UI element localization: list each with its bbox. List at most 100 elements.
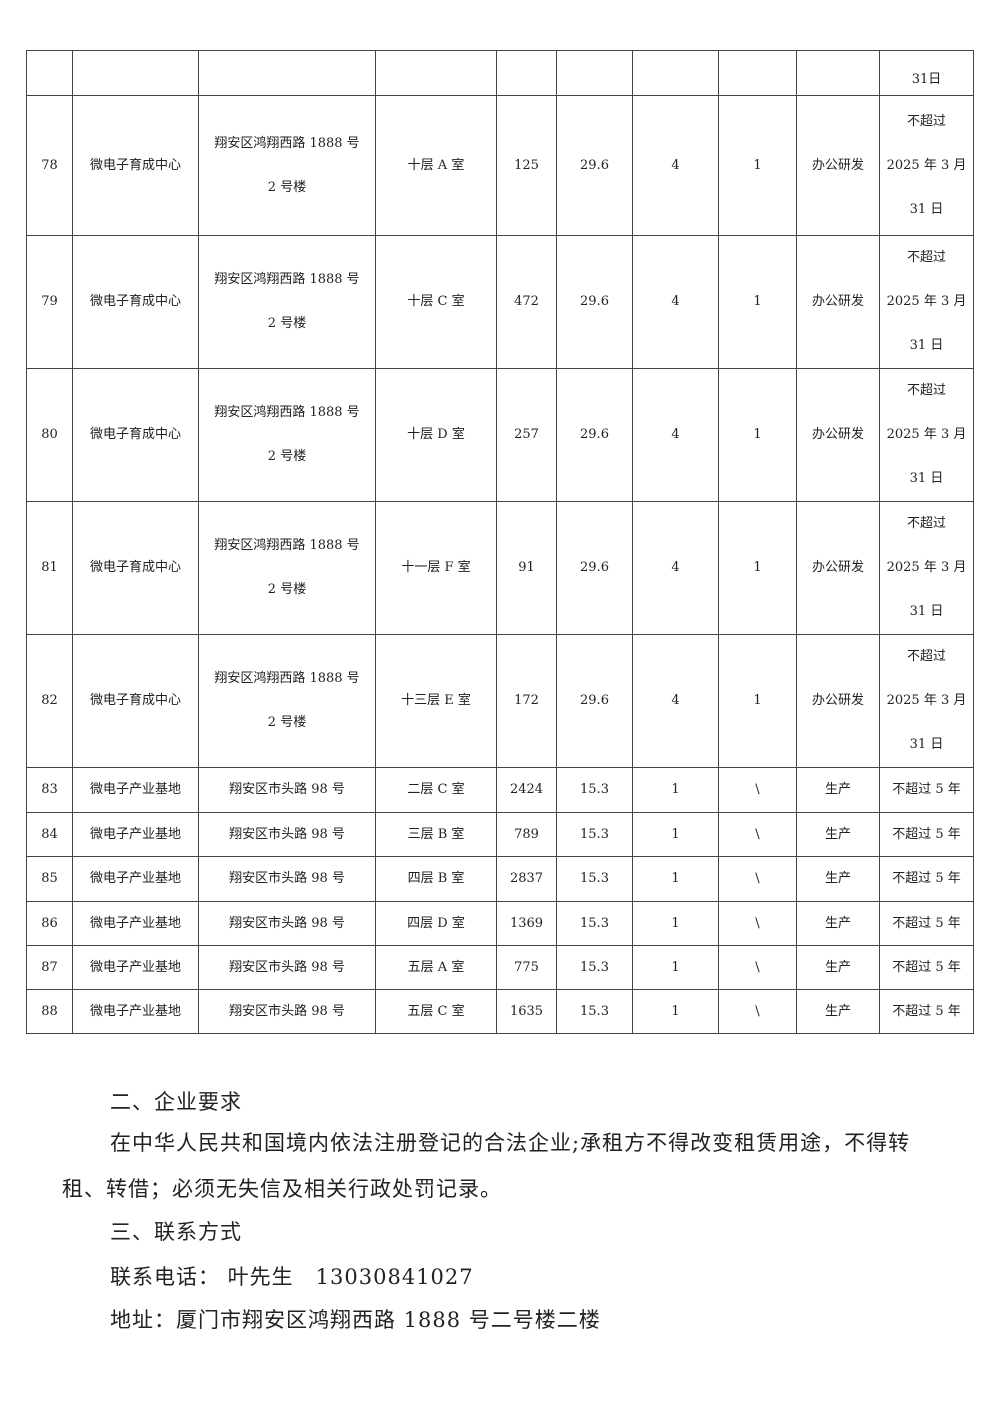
use-cell: 生产 — [796, 812, 880, 857]
addr-cell: 翔安区市头路 98 号 — [198, 989, 376, 1034]
name-cell: 微电子育成中心 — [72, 235, 199, 369]
room-cell: 十三层 E 室 — [375, 634, 497, 768]
use-cell: 办公研发 — [796, 501, 880, 635]
name-cell: 微电子产业基地 — [72, 767, 199, 813]
name-cell: 微电子产业基地 — [72, 945, 199, 990]
addr1-text: 翔安区鸿翔西路 1888 号 — [214, 671, 360, 686]
p1-text: 不超过 — [906, 250, 946, 265]
name-cell: 微电子产业基地 — [72, 856, 199, 902]
address-cell: 翔安区鸿翔西路 1888 号 2 号楼 — [198, 95, 376, 236]
period-cell: 不超过 5 年 — [879, 856, 974, 902]
c1-cell: 1 — [632, 901, 719, 946]
period-cell: 不超过 2025 年 3 月 31 日 — [879, 368, 974, 502]
section-heading: 二、企业要求 — [110, 1090, 242, 1114]
c1-cell: 1 — [632, 856, 719, 902]
p2-text: 2025 年 3 月 — [886, 693, 967, 708]
no-cell: 81 — [26, 501, 73, 635]
addr1-text: 翔安区鸿翔西路 1888 号 — [214, 405, 360, 420]
name-cell: 微电子育成中心 — [72, 368, 199, 502]
use-cell: 生产 — [796, 767, 880, 813]
price-cell: 15.3 — [556, 901, 633, 946]
area-cell: 1635 — [496, 989, 557, 1034]
period-cell: 31日 — [879, 50, 974, 96]
c2-cell: \ — [718, 767, 797, 813]
c2-cell: \ — [718, 989, 797, 1034]
c2-cell: 1 — [718, 368, 797, 502]
c1-cell: 4 — [632, 501, 719, 635]
room-cell: 五层 C 室 — [375, 989, 497, 1034]
name-cell: 微电子育成中心 — [72, 95, 199, 236]
c1-cell: 4 — [632, 368, 719, 502]
name-cell: 微电子产业基地 — [72, 901, 199, 946]
addr-cell: 翔安区市头路 98 号 — [198, 767, 376, 813]
c1-cell: 1 — [632, 812, 719, 857]
addr-cell: 翔安区市头路 98 号 — [198, 856, 376, 902]
price-cell: 29.6 — [556, 235, 633, 369]
area-cell: 125 — [496, 95, 557, 236]
price-cell: 29.6 — [556, 368, 633, 502]
period-cell: 不超过 2025 年 3 月 31 日 — [879, 235, 974, 369]
address-cell: 翔安区鸿翔西路 1888 号 2 号楼 — [198, 634, 376, 768]
price-cell: 15.3 — [556, 812, 633, 857]
c1-cell: 4 — [632, 95, 719, 236]
no-cell: 86 — [26, 901, 73, 946]
c2-cell: \ — [718, 812, 797, 857]
area-cell: 257 — [496, 368, 557, 502]
addr2-text: 2 号楼 — [267, 582, 307, 597]
p3-text: 31 日 — [909, 471, 944, 486]
p2-text: 2025 年 3 月 — [886, 157, 967, 173]
c1-cell: 1 — [632, 767, 719, 813]
period-cell: 不超过 2025 年 3 月 31 日 — [879, 95, 974, 236]
area-cell: 1369 — [496, 901, 557, 946]
table-row: 82 微电子育成中心 翔安区鸿翔西路 1888 号 2 号楼 十三层 E 室 172 29.… — [26, 634, 974, 768]
name-cell: 微电子育成中心 — [72, 634, 199, 768]
area-cell: 472 — [496, 235, 557, 369]
addr2-text: 2 号楼 — [267, 316, 307, 331]
no-cell: 87 — [26, 945, 73, 990]
area-cell: 789 — [496, 812, 557, 857]
addr1-text: 翔安区鸿翔西路 1888 号 — [214, 135, 360, 151]
c2-cell: \ — [718, 945, 797, 990]
addr2-text: 2 号楼 — [267, 715, 307, 730]
table-row: 85 微电子产业基地 翔安区市头路 98 号四层 B 室 2837 15.3 1 \ 生产 不超… — [26, 856, 974, 902]
area-cell: 91 — [496, 501, 557, 635]
room-cell: 十层 D 室 — [375, 368, 497, 502]
addr2-text: 2 号楼 — [267, 449, 307, 464]
contact-address: 地址：厦门市翔安区鸿翔西路 1888 号二号楼二楼 — [110, 1308, 601, 1332]
table-row: 81 微电子育成中心 翔安区鸿翔西路 1888 号 2 号楼 十一层 F 室 91 29.6… — [26, 501, 974, 635]
contact-phone: 联系电话： 叶先生 13030841027 — [110, 1265, 474, 1289]
no-cell: 88 — [26, 989, 73, 1034]
p1-text: 不超过 — [906, 649, 946, 664]
use-cell: 生产 — [796, 901, 880, 946]
p2-text: 2025 年 3 月 — [886, 560, 967, 575]
period-cell: 不超过 5 年 — [879, 767, 974, 813]
c2-cell: \ — [718, 901, 797, 946]
c2-cell: 1 — [718, 235, 797, 369]
addr-cell: 翔安区市头路 98 号 — [198, 812, 376, 857]
addr-cell: 翔安区市头路 98 号 — [198, 901, 376, 946]
p2-text: 2025 年 3 月 — [886, 294, 967, 309]
c2-cell: 1 — [718, 95, 797, 236]
room-cell: 十一层 F 室 — [375, 501, 497, 635]
room-cell: 四层 D 室 — [375, 901, 497, 946]
price-cell: 15.3 — [556, 945, 633, 990]
c2-cell: \ — [718, 856, 797, 902]
addr1-text: 翔安区鸿翔西路 1888 号 — [214, 272, 360, 287]
c2-cell: 1 — [718, 501, 797, 635]
area-cell: 172 — [496, 634, 557, 768]
c1-cell: 4 — [632, 634, 719, 768]
p3-text: 31 日 — [909, 338, 944, 353]
p3-text: 31 日 — [909, 737, 944, 752]
table-row: 31日 — [26, 50, 974, 96]
table-row: 84 微电子产业基地 翔安区市头路 98 号三层 B 室 789 15.3 1 \ 生产 不超过… — [26, 812, 974, 857]
addr1-text: 翔安区鸿翔西路 1888 号 — [214, 538, 360, 553]
no-cell: 80 — [26, 368, 73, 502]
address-cell: 翔安区鸿翔西路 1888 号 2 号楼 — [198, 368, 376, 502]
room-cell: 三层 B 室 — [375, 812, 497, 857]
room-cell: 四层 B 室 — [375, 856, 497, 902]
name-cell: 微电子产业基地 — [72, 812, 199, 857]
price-cell: 15.3 — [556, 856, 633, 902]
no-cell: 85 — [26, 856, 73, 902]
table-row: 80 微电子育成中心 翔安区鸿翔西路 1888 号 2 号楼 十层 D 室 257 29.6… — [26, 368, 974, 502]
p1-text: 不超过 — [906, 516, 946, 531]
